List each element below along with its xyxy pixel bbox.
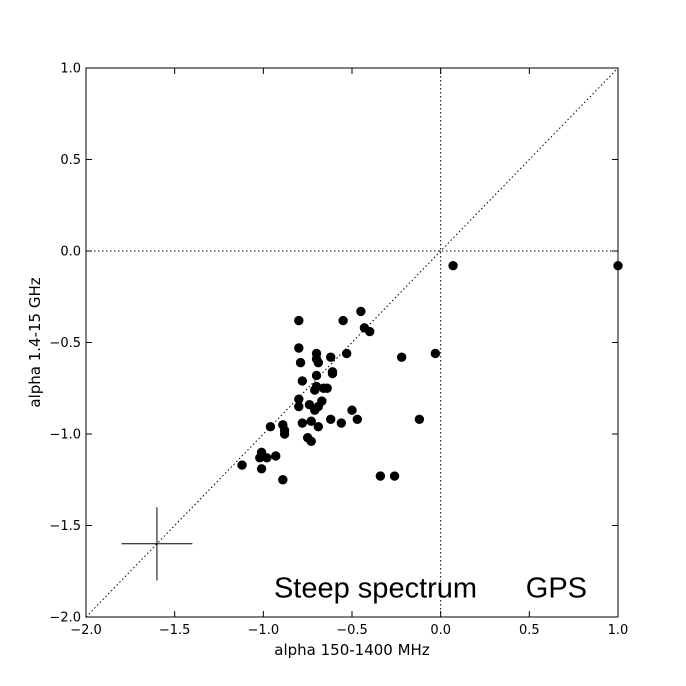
- x-tick-label: −1.5: [159, 623, 191, 638]
- data-point: [278, 475, 288, 485]
- data-point: [448, 260, 458, 271]
- y-tick-label: −1.5: [49, 519, 81, 534]
- data-point: [265, 421, 276, 432]
- data-point: [338, 315, 348, 326]
- data-point: [262, 453, 272, 463]
- data-point: [310, 385, 320, 395]
- error-cross: [121, 507, 193, 581]
- data-point: [375, 471, 386, 481]
- data-point: [336, 418, 347, 428]
- y-tick-label: −0.5: [49, 336, 81, 351]
- data-points: [237, 260, 623, 485]
- x-tick-label: −1.0: [248, 623, 280, 638]
- axis-ticks: [85, 67, 619, 618]
- x-axis-label: alpha 150-1400 MHz: [274, 641, 430, 659]
- y-tick-label: 0.5: [60, 153, 81, 168]
- data-point: [295, 357, 306, 368]
- data-point: [294, 343, 304, 353]
- data-point: [279, 429, 290, 439]
- data-point: [306, 436, 316, 447]
- y-tick-label: 0.0: [60, 245, 81, 260]
- data-point: [306, 416, 316, 426]
- data-point: [347, 405, 357, 415]
- data-point: [297, 376, 308, 386]
- y-tick-label: −1.0: [49, 428, 81, 443]
- data-point: [294, 401, 304, 412]
- y-axis-label: alpha 1.4-15 GHz: [26, 277, 44, 407]
- data-point: [389, 471, 400, 481]
- annotation-steep-spectrum: Steep spectrum: [274, 573, 477, 605]
- x-tick-label: −0.5: [336, 623, 368, 638]
- y-tick-label: −2.0: [49, 611, 81, 626]
- data-point: [271, 451, 281, 461]
- x-tick-label: 0.0: [430, 623, 451, 638]
- data-point: [430, 348, 441, 359]
- data-point: [237, 460, 247, 470]
- data-point: [313, 421, 324, 432]
- x-tick-label: 1.0: [608, 623, 629, 638]
- data-point: [326, 414, 336, 425]
- annotation-gps: GPS: [526, 573, 587, 605]
- data-point: [365, 326, 375, 337]
- x-tick-label: 0.5: [519, 623, 540, 638]
- data-point: [256, 464, 267, 474]
- data-point: [294, 315, 304, 326]
- data-point: [396, 352, 407, 362]
- data-point: [356, 306, 366, 317]
- data-point: [322, 383, 332, 393]
- x-tick-label: −2.0: [70, 623, 102, 638]
- y-tick-label: 1.0: [60, 62, 81, 77]
- reference-lines: [85, 67, 619, 618]
- data-point: [297, 418, 308, 428]
- data-point: [414, 414, 425, 425]
- data-point: [327, 368, 338, 379]
- data-point: [352, 414, 363, 425]
- tick-labels: −2.0 −1.5 −1.0 −0.5 0.0 0.5 1.0 −2.0 −1.5 −1.0 −0.…: [49, 62, 628, 639]
- data-point: [341, 348, 352, 359]
- data-point: [326, 352, 336, 362]
- data-point: [311, 370, 322, 381]
- data-point: [313, 357, 324, 368]
- diagonal-reference-line: [85, 67, 619, 618]
- data-point: [310, 405, 320, 415]
